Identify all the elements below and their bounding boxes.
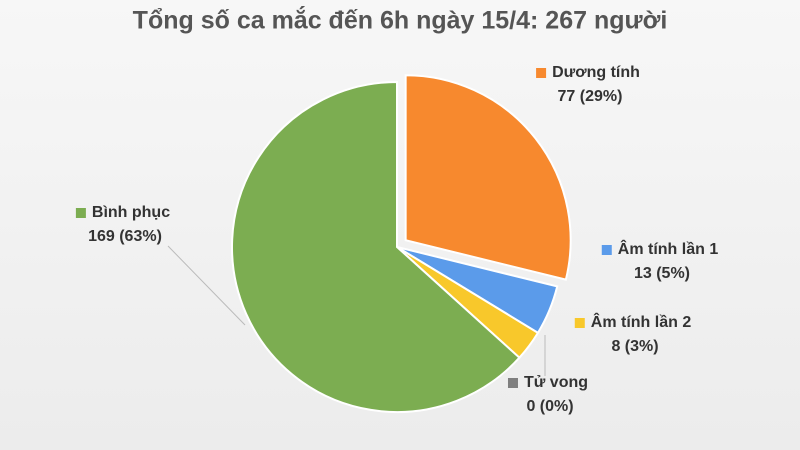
- leader-line: [167, 245, 246, 326]
- chart-title: Tổng số ca mắc đến 6h ngày 15/4: 267 ngư…: [133, 5, 668, 35]
- pie-slice: [404, 74, 572, 281]
- legend-swatch: [601, 245, 612, 255]
- legend-swatch: [75, 208, 86, 218]
- value-label: 0 (0%): [526, 398, 573, 415]
- slice-label: Dương tính: [552, 64, 640, 81]
- value-label: 13 (5%): [634, 265, 690, 282]
- slice-label: Âm tính lần 1: [618, 239, 719, 258]
- value-label: 8 (3%): [611, 338, 658, 355]
- legend-swatch: [574, 318, 585, 328]
- legend-swatch: [507, 378, 518, 388]
- value-label: 77 (29%): [558, 88, 623, 105]
- slice-label: Tử vong: [524, 374, 588, 391]
- slice-label: Bình phục: [92, 204, 170, 221]
- value-label: 169 (63%): [88, 228, 162, 245]
- legend-swatch: [536, 68, 547, 78]
- slice-label: Âm tính lần 2: [591, 312, 692, 331]
- pie-slice: [231, 80, 521, 413]
